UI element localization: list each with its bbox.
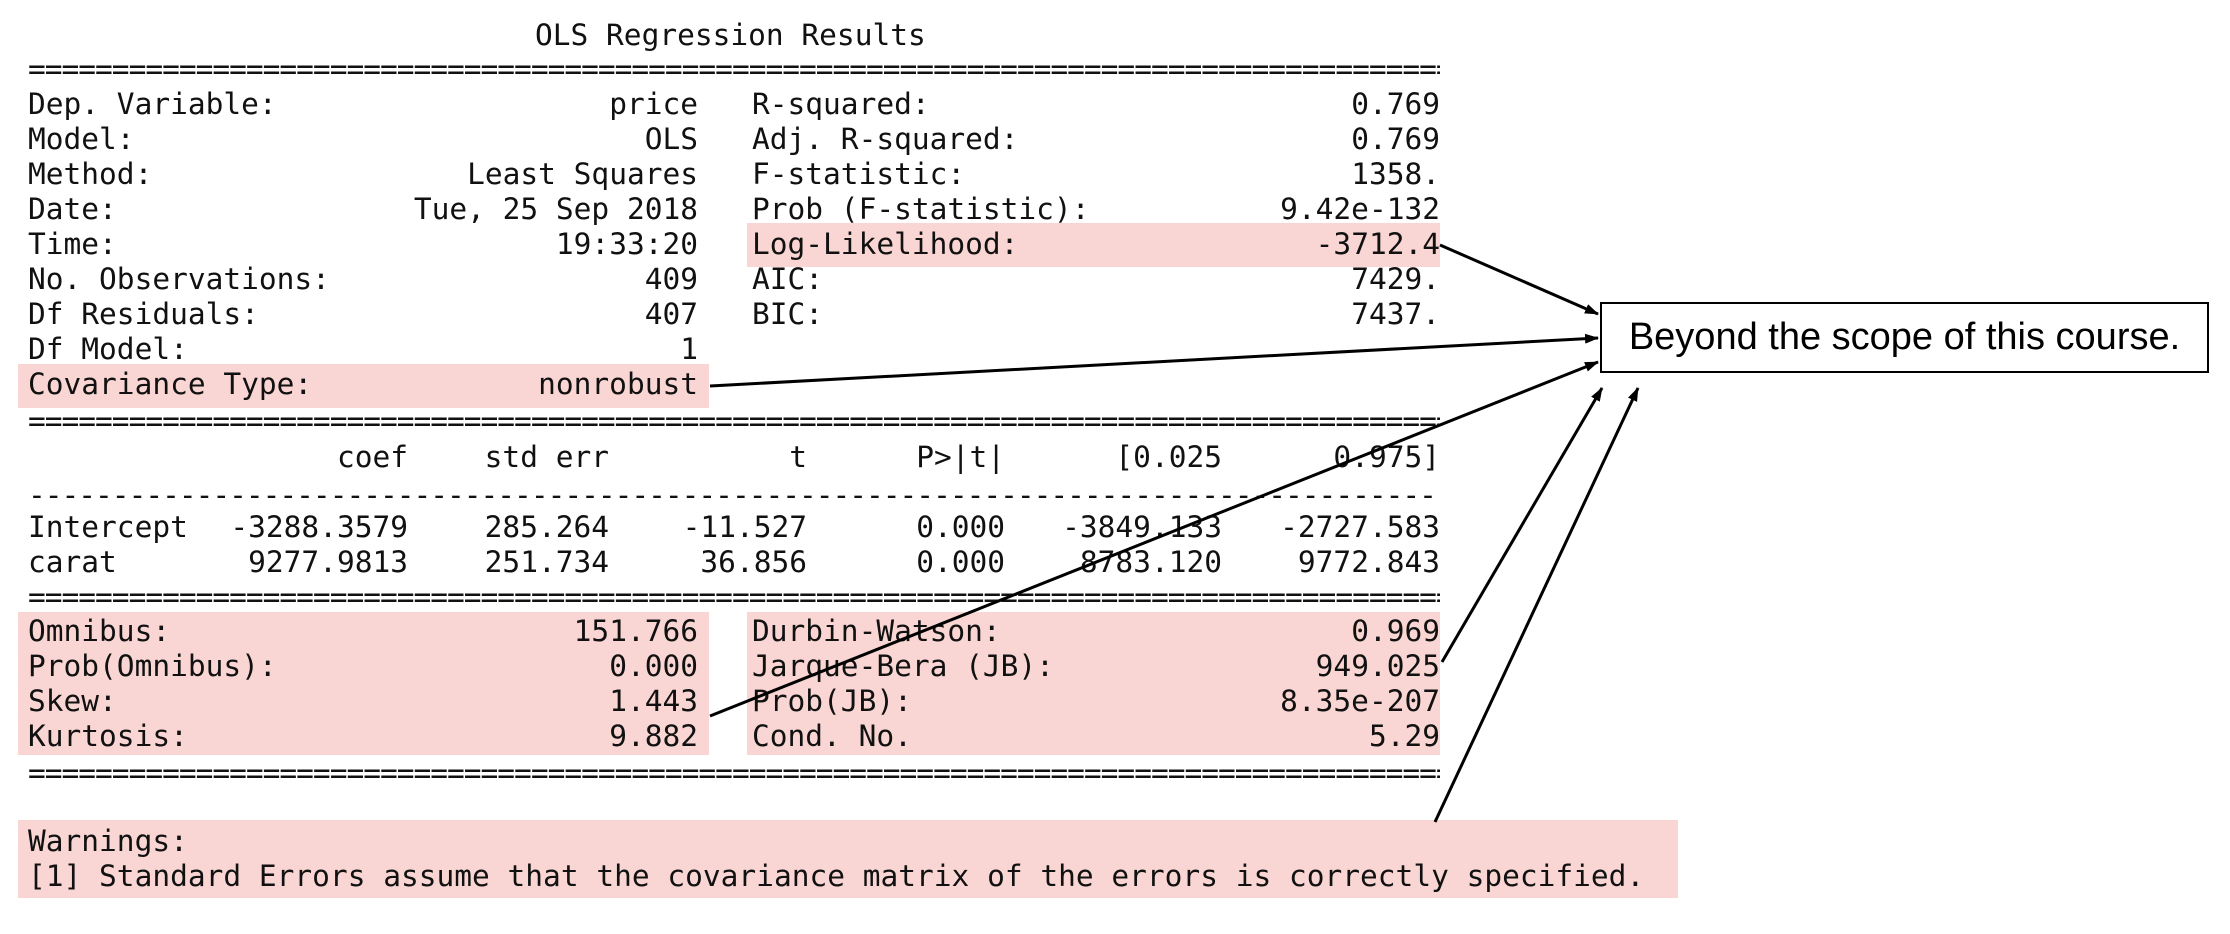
summary-right-value: 7437. [1351, 297, 1440, 331]
coef-cell: 9772.843 [1297, 545, 1440, 579]
summary-right-label: AIC: [752, 262, 824, 296]
summary-left-value: 1 [680, 332, 698, 366]
summary-right-label: Prob (F-statistic): [752, 192, 1090, 226]
rule-bottom: ========================================… [28, 756, 1440, 790]
coef-cell: 8783.120 [1079, 545, 1222, 579]
coef-cell: 36.856 [700, 545, 807, 579]
summary-right-value: 1358. [1351, 157, 1440, 191]
coef-header: std err [484, 440, 609, 474]
summary-right-label: BIC: [752, 297, 824, 331]
summary-right-label: R-squared: [752, 87, 930, 121]
diag-right-label: Durbin-Watson: [752, 614, 1001, 648]
coef-header: t [789, 440, 807, 474]
summary-left-label: Time: [28, 227, 117, 261]
diag-right-value: 5.29 [1368, 719, 1440, 753]
coef-cell: 285.264 [484, 510, 609, 544]
summary-left-value: Tue, 25 Sep 2018 [413, 192, 698, 226]
summary-left-value: OLS [644, 122, 698, 156]
coef-row-name: carat [28, 545, 117, 579]
coef-header: P>|t| [916, 440, 1005, 474]
page-title: OLS Regression Results [535, 18, 926, 52]
coef-cell: 9277.9813 [248, 545, 408, 579]
coef-cell: -11.527 [682, 510, 807, 544]
diag-right-value: 949.025 [1315, 649, 1440, 683]
diag-left-value: 0.000 [609, 649, 698, 683]
highlight-covariance-type [18, 364, 709, 408]
coef-cell: 0.000 [916, 510, 1005, 544]
diag-left-value: 9.882 [609, 719, 698, 753]
summary-left-label: Df Model: [28, 332, 188, 366]
summary-left-label: Dep. Variable: [28, 87, 277, 121]
highlight-log-likelihood [747, 223, 1440, 267]
coef-cell: -2727.583 [1280, 510, 1440, 544]
highlight-diagnostics-left [18, 612, 709, 755]
rule-mid: ========================================… [28, 404, 1440, 438]
summary-left-label: Method: [28, 157, 153, 191]
diag-left-label: Skew: [28, 684, 117, 718]
diag-right-value: 0.969 [1351, 614, 1440, 648]
rule-top: ========================================… [28, 52, 1440, 86]
coef-header: [0.025 [1115, 440, 1222, 474]
coef-cell: 251.734 [484, 545, 609, 579]
callout-box: Beyond the scope of this course. [1600, 302, 2209, 373]
coef-cell: -3288.3579 [230, 510, 408, 544]
diag-right-label: Jarque-Bera (JB): [752, 649, 1054, 683]
summary-left-value: 409 [644, 262, 698, 296]
highlight-warnings [18, 820, 1678, 898]
summary-right-value: 7429. [1351, 262, 1440, 296]
summary-left-value: 407 [644, 297, 698, 331]
diag-left-value: 1.443 [609, 684, 698, 718]
coef-header: coef [336, 440, 408, 474]
summary-right-label: Log-Likelihood: [752, 227, 1019, 261]
arrow-diagnostics-right [1440, 387, 1604, 663]
warnings-line: [1] Standard Errors assume that the cova… [28, 859, 1645, 893]
summary-left-value: 19:33:20 [555, 227, 698, 261]
summary-right-value: 9.42e-132 [1280, 192, 1440, 226]
rule-coef-end: ========================================… [28, 580, 1440, 614]
diag-right-value: 8.35e-207 [1280, 684, 1440, 718]
diag-right-label: Cond. No. [752, 719, 912, 753]
highlight-diagnostics-right [747, 612, 1440, 755]
arrow-warnings [1433, 387, 1640, 823]
summary-right-value: -3712.4 [1315, 227, 1440, 261]
coef-row-name: Intercept [28, 510, 188, 544]
summary-left-value: price [609, 87, 698, 121]
summary-right-value: 0.769 [1351, 122, 1440, 156]
diag-left-label: Kurtosis: [28, 719, 188, 753]
summary-left-label: Covariance Type: [28, 367, 313, 401]
summary-left-label: Model: [28, 122, 135, 156]
rule-dash-header: ----------------------------------------… [28, 478, 1440, 512]
summary-left-value: nonrobust [538, 367, 698, 401]
coef-cell: 0.000 [916, 545, 1005, 579]
summary-left-label: Date: [28, 192, 117, 226]
warnings-heading: Warnings: [28, 824, 188, 858]
summary-left-label: No. Observations: [28, 262, 330, 296]
arrow-log-likelihood [1439, 243, 1599, 316]
summary-right-label: Adj. R-squared: [752, 122, 1019, 156]
summary-right-value: 0.769 [1351, 87, 1440, 121]
arrow-diagnostics-left [709, 360, 1599, 718]
summary-left-value: Least Squares [467, 157, 698, 191]
diag-left-label: Omnibus: [28, 614, 171, 648]
arrow-covariance-type [709, 333, 1599, 388]
diag-left-value: 151.766 [573, 614, 698, 648]
diag-left-label: Prob(Omnibus): [28, 649, 277, 683]
coef-cell: -3849.133 [1062, 510, 1222, 544]
summary-left-label: Df Residuals: [28, 297, 259, 331]
summary-right-label: F-statistic: [752, 157, 966, 191]
